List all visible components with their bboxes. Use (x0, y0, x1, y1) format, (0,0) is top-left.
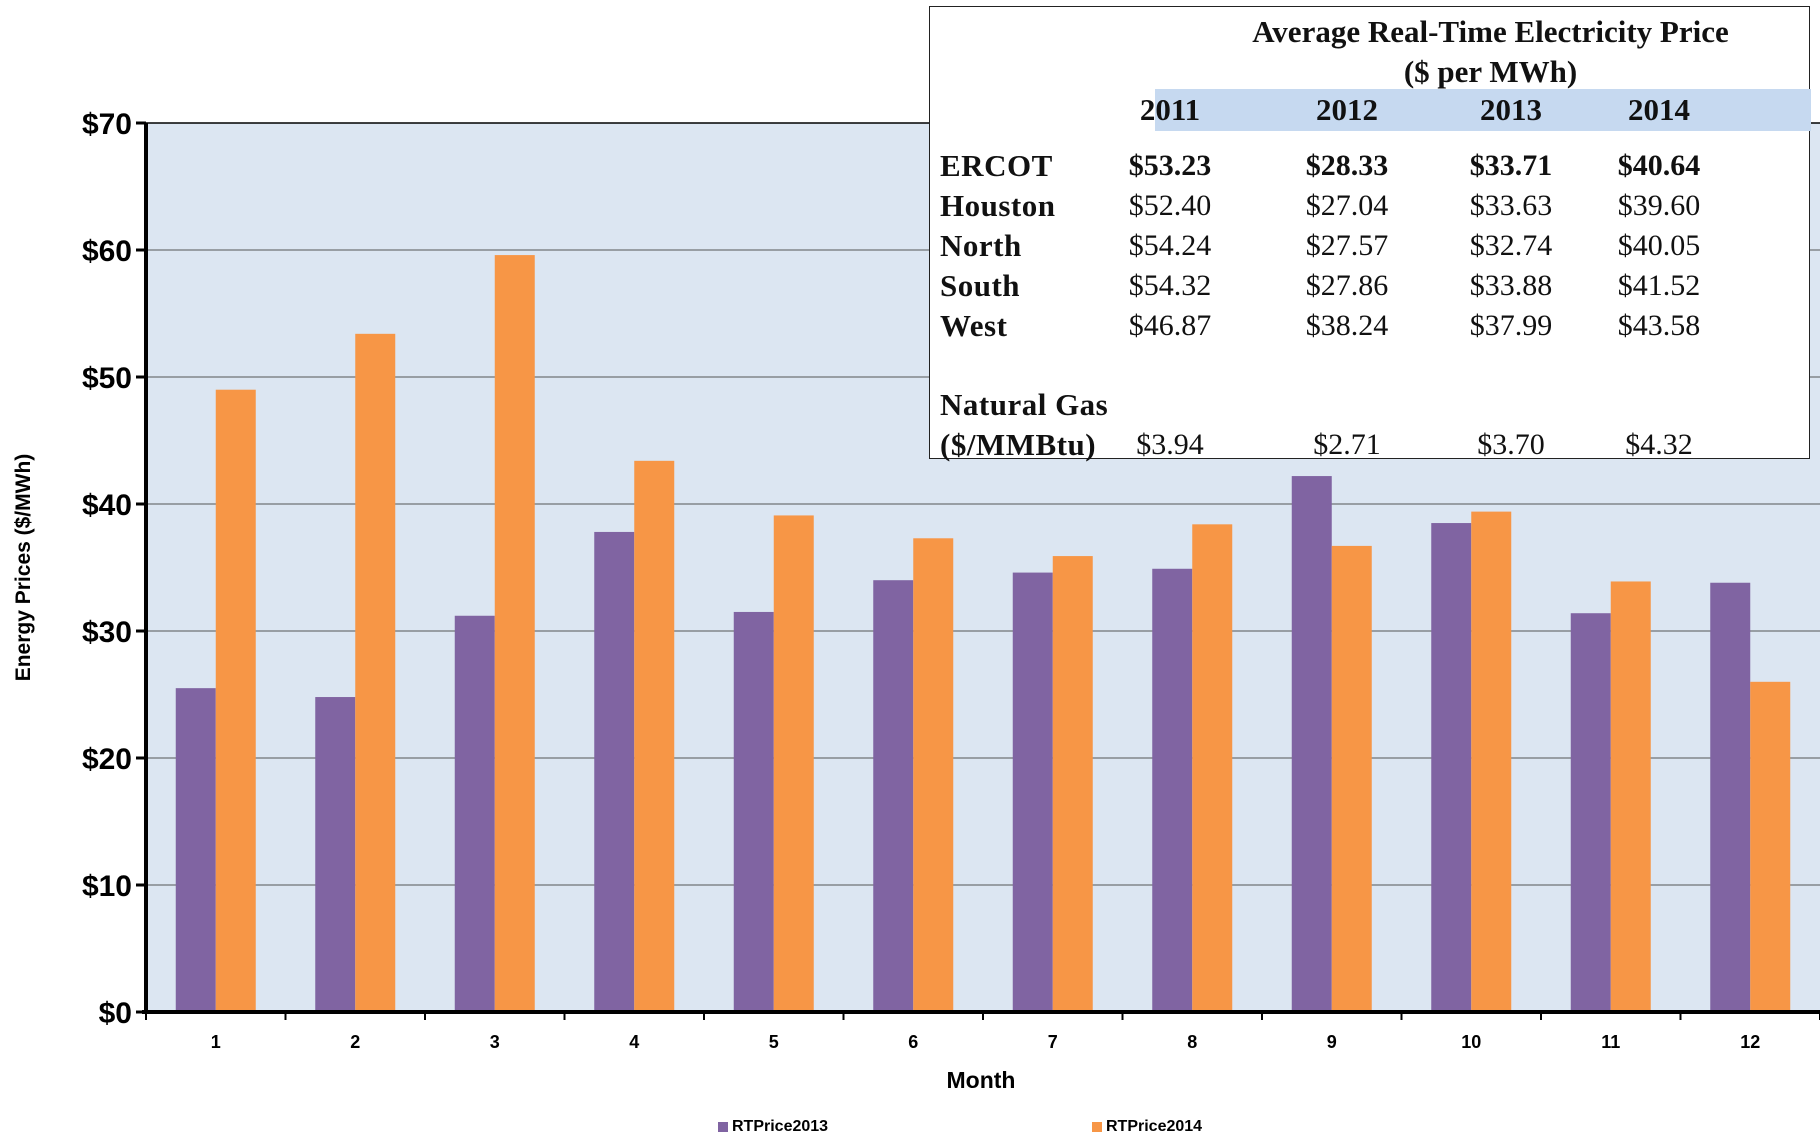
table-cell: $46.87 (1128, 309, 1212, 342)
table-row-gas: ($/MMBtu) $3.94 $2.71 $3.70 $4.32 (930, 425, 1811, 465)
table-row-label: West (940, 308, 1008, 343)
bar-rtprice2014-9 (1331, 545, 1372, 1012)
x-tick-label: 5 (769, 1032, 779, 1052)
table-title: Average Real-Time Electricity Price (1252, 14, 1729, 49)
table-row-ercot: ERCOT $53.23 $28.33 $33.71 $40.64 (930, 146, 1811, 186)
y-tick-label: $40 (82, 489, 132, 522)
table-cell: $41.52 (1617, 269, 1701, 302)
x-tick-label: 12 (1740, 1032, 1760, 1052)
y-tick-label: $0 (99, 997, 132, 1030)
x-axis-title: Month (947, 1067, 1016, 1093)
legend-item: RTPrice2013 (718, 1118, 828, 1136)
table-year-header: 2013 (1480, 92, 1542, 127)
bar-rtprice2014-2 (355, 333, 396, 1012)
table-year-header: 2012 (1316, 92, 1378, 127)
x-tick-label: 1 (211, 1032, 221, 1052)
table-row-south: South $54.32 $27.86 $33.88 $41.52 (930, 266, 1811, 306)
table-year-header: 2011 (1139, 92, 1201, 127)
bar-rtprice2013-8 (1152, 568, 1193, 1012)
table-year-header: 2014 (1628, 92, 1690, 127)
legend-item: RTPrice2014 (1092, 1118, 1202, 1136)
legend-swatch (1092, 1122, 1102, 1132)
bar-rtprice2014-11 (1610, 581, 1651, 1012)
table-header-band (1155, 89, 1811, 131)
table-cell: $3.94 (1136, 428, 1204, 461)
table-cell: $33.88 (1469, 269, 1553, 302)
bar-rtprice2013-9 (1291, 476, 1332, 1012)
bar-rtprice2013-4 (594, 531, 635, 1012)
bar-rtprice2014-8 (1192, 524, 1233, 1012)
table-cell: $53.23 (1128, 149, 1212, 182)
table-cell: $33.63 (1469, 189, 1553, 222)
legend-label: RTPrice2013 (732, 1118, 829, 1135)
table-cell: $28.33 (1305, 149, 1389, 182)
x-tick-label: 3 (490, 1032, 500, 1052)
table-row-west: West $46.87 $38.24 $37.99 $43.58 (930, 306, 1811, 346)
table-cell: $3.70 (1477, 428, 1545, 461)
table-cell: $43.58 (1617, 309, 1701, 342)
bar-rtprice2014-3 (494, 255, 535, 1012)
x-tick-label: 7 (1048, 1032, 1058, 1052)
table-row-north: North $54.24 $27.57 $32.74 $40.05 (930, 226, 1811, 266)
bar-rtprice2013-12 (1710, 582, 1751, 1012)
x-tick-label: 4 (629, 1032, 639, 1052)
table-cell: $27.57 (1305, 229, 1389, 262)
bar-rtprice2014-12 (1750, 681, 1791, 1012)
bar-rtprice2013-10 (1431, 523, 1472, 1012)
y-tick-label: $50 (82, 362, 132, 395)
bar-rtprice2013-7 (1012, 572, 1053, 1012)
price-table: Average Real-Time Electricity Price ($ p… (929, 6, 1811, 462)
table-row-label: Houston (940, 188, 1056, 223)
table-row-houston: Houston $52.40 $27.04 $33.63 $39.60 (930, 186, 1811, 226)
table-cell: $33.71 (1469, 149, 1553, 182)
table-cell: $4.32 (1625, 428, 1693, 461)
table-cell: $38.24 (1305, 309, 1389, 342)
table-cell: $40.64 (1617, 149, 1701, 182)
x-tick-label: 11 (1601, 1032, 1620, 1052)
y-tick-label: $70 (82, 108, 132, 141)
legend-swatch (718, 1122, 728, 1132)
y-tick-label: $10 (82, 870, 132, 903)
x-tick-label: 2 (350, 1032, 360, 1052)
bar-rtprice2014-1 (215, 389, 256, 1012)
table-cell: $52.40 (1128, 189, 1212, 222)
table-row-label: Natural Gas (940, 387, 1109, 422)
table-cell: $39.60 (1617, 189, 1701, 222)
table-cell: $40.05 (1617, 229, 1701, 262)
legend: RTPrice2013 RTPrice2014 (0, 1118, 1820, 1138)
y-axis-title: Energy Prices ($/MWh) (12, 454, 35, 682)
table-cell: $2.71 (1313, 428, 1381, 461)
table-row-label: ($/MMBtu) (940, 427, 1097, 462)
y-tick-label: $60 (82, 235, 132, 268)
y-tick-label: $30 (82, 616, 132, 649)
bar-rtprice2014-4 (634, 460, 675, 1012)
table-cell: $32.74 (1469, 229, 1553, 262)
table-cell: $37.99 (1469, 309, 1553, 342)
bar-rtprice2013-11 (1570, 613, 1611, 1012)
x-tick-label: 10 (1461, 1032, 1481, 1052)
x-tick-label: 9 (1327, 1032, 1337, 1052)
y-tick-label: $20 (82, 743, 132, 776)
table-subtitle: ($ per MWh) (1403, 54, 1578, 89)
bar-rtprice2014-10 (1471, 511, 1512, 1012)
bar-rtprice2014-6 (913, 538, 954, 1012)
x-tick-label: 8 (1187, 1032, 1197, 1052)
table-cell: $54.32 (1128, 269, 1212, 302)
table-row-label: North (940, 228, 1022, 263)
table-row-label: South (940, 268, 1021, 303)
bar-rtprice2013-3 (454, 615, 495, 1012)
table-row-gas-label: Natural Gas (930, 385, 1811, 425)
bar-rtprice2014-5 (773, 515, 814, 1012)
bar-rtprice2013-6 (873, 580, 914, 1012)
bar-rtprice2013-2 (315, 697, 356, 1012)
table-cell: $27.86 (1305, 269, 1389, 302)
bar-rtprice2013-1 (175, 688, 216, 1012)
table-cell: $27.04 (1305, 189, 1389, 222)
x-tick-label: 6 (908, 1032, 918, 1052)
table-cell: $54.24 (1128, 229, 1212, 262)
legend-label: RTPrice2014 (1106, 1118, 1203, 1135)
table-row-label: ERCOT (940, 148, 1053, 183)
bar-rtprice2014-7 (1052, 556, 1093, 1012)
bar-rtprice2013-5 (733, 611, 774, 1012)
